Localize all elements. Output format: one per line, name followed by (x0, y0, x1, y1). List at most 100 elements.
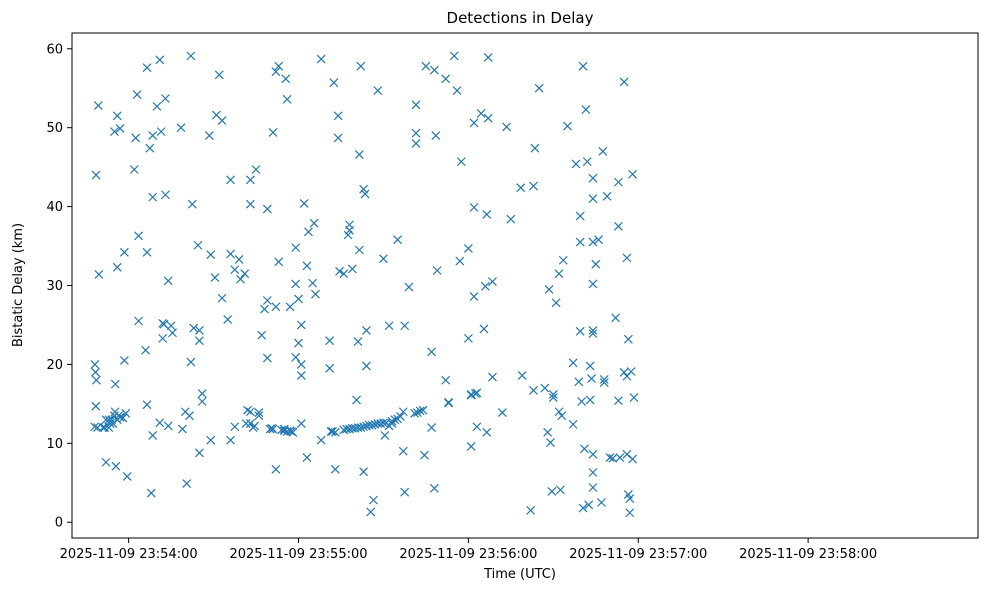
data-point (472, 388, 482, 398)
data-point (502, 122, 512, 132)
data-point (131, 133, 141, 143)
y-tick-label: 40 (46, 200, 63, 215)
data-point (291, 279, 301, 289)
data-point (185, 411, 194, 421)
data-point (254, 408, 264, 417)
data-point (145, 143, 155, 153)
data-point (274, 61, 284, 71)
data-point (558, 255, 568, 265)
data-point (411, 100, 421, 110)
data-point (410, 408, 420, 418)
data-point (230, 265, 240, 275)
data-point (271, 67, 281, 77)
data-point (325, 363, 335, 373)
data-point (186, 357, 196, 367)
data-point (240, 269, 250, 279)
data-point (544, 285, 554, 294)
data-point (441, 375, 451, 385)
data-point (482, 427, 492, 437)
data-point (476, 109, 486, 118)
data-point (330, 464, 340, 474)
data-point (575, 237, 585, 247)
data-point (223, 315, 233, 324)
data-point (296, 419, 306, 429)
data-point (142, 247, 152, 257)
data-point (302, 453, 312, 462)
data-point (186, 51, 196, 61)
data-point (325, 336, 335, 346)
data-point (309, 218, 319, 228)
x-axis-label: Time (UTC) (483, 567, 556, 582)
data-point (118, 413, 128, 423)
data-point (354, 150, 364, 159)
data-point (197, 389, 207, 399)
data-point (506, 214, 516, 224)
y-tick-label: 0 (55, 516, 63, 531)
data-point (268, 127, 278, 137)
y-tick-label: 10 (46, 437, 63, 452)
data-point (571, 159, 581, 169)
data-point (274, 257, 284, 267)
data-point (404, 282, 414, 292)
data-point (452, 86, 462, 96)
data-point (390, 415, 400, 425)
data-point (534, 83, 544, 93)
data-point (619, 77, 629, 87)
data-point (588, 483, 598, 492)
data-point (356, 423, 366, 432)
data-point (420, 450, 429, 460)
data-point (400, 487, 410, 497)
data-point (285, 302, 295, 312)
data-point (455, 256, 465, 266)
data-point (546, 438, 555, 447)
data-point (90, 359, 100, 369)
data-point (362, 326, 371, 335)
data-point (398, 446, 408, 456)
data-point (330, 427, 340, 437)
data-point (412, 408, 422, 417)
data-point (94, 270, 104, 279)
data-point (472, 422, 482, 432)
data-point (488, 372, 497, 382)
data-point (282, 94, 292, 104)
data-point (588, 279, 598, 289)
data-point (431, 131, 441, 141)
y-axis-label: Bistatic Delay (km) (11, 223, 26, 347)
data-point (132, 90, 142, 99)
data-point (578, 61, 588, 71)
data-point (615, 453, 625, 462)
data-point (557, 411, 567, 421)
data-point (587, 374, 596, 384)
data-point (384, 321, 394, 331)
data-point (243, 405, 252, 415)
data-point (599, 378, 609, 387)
data-point (226, 435, 235, 445)
data-point (441, 74, 451, 84)
data-point (234, 255, 244, 264)
data-point (387, 416, 397, 426)
data-point (134, 231, 143, 241)
data-point (582, 157, 592, 167)
data-point (530, 143, 540, 153)
data-point (488, 277, 497, 286)
data-point (245, 407, 255, 417)
data-point (466, 442, 476, 451)
data-point (329, 78, 339, 88)
data-point (625, 494, 635, 503)
data-point (142, 400, 152, 410)
data-point (551, 298, 561, 308)
data-point (296, 359, 306, 369)
data-point (110, 127, 119, 137)
data-point (121, 408, 131, 418)
data-point (483, 113, 493, 123)
data-point (418, 405, 428, 415)
y-axis: 0 10 20 30 40 50 60 (46, 42, 72, 531)
data-point (217, 116, 227, 126)
data-point (585, 361, 595, 371)
data-point (159, 319, 169, 329)
data-point (91, 401, 101, 411)
data-point (379, 254, 388, 264)
data-point (110, 379, 120, 389)
data-point (161, 190, 170, 200)
data-point (597, 498, 606, 507)
